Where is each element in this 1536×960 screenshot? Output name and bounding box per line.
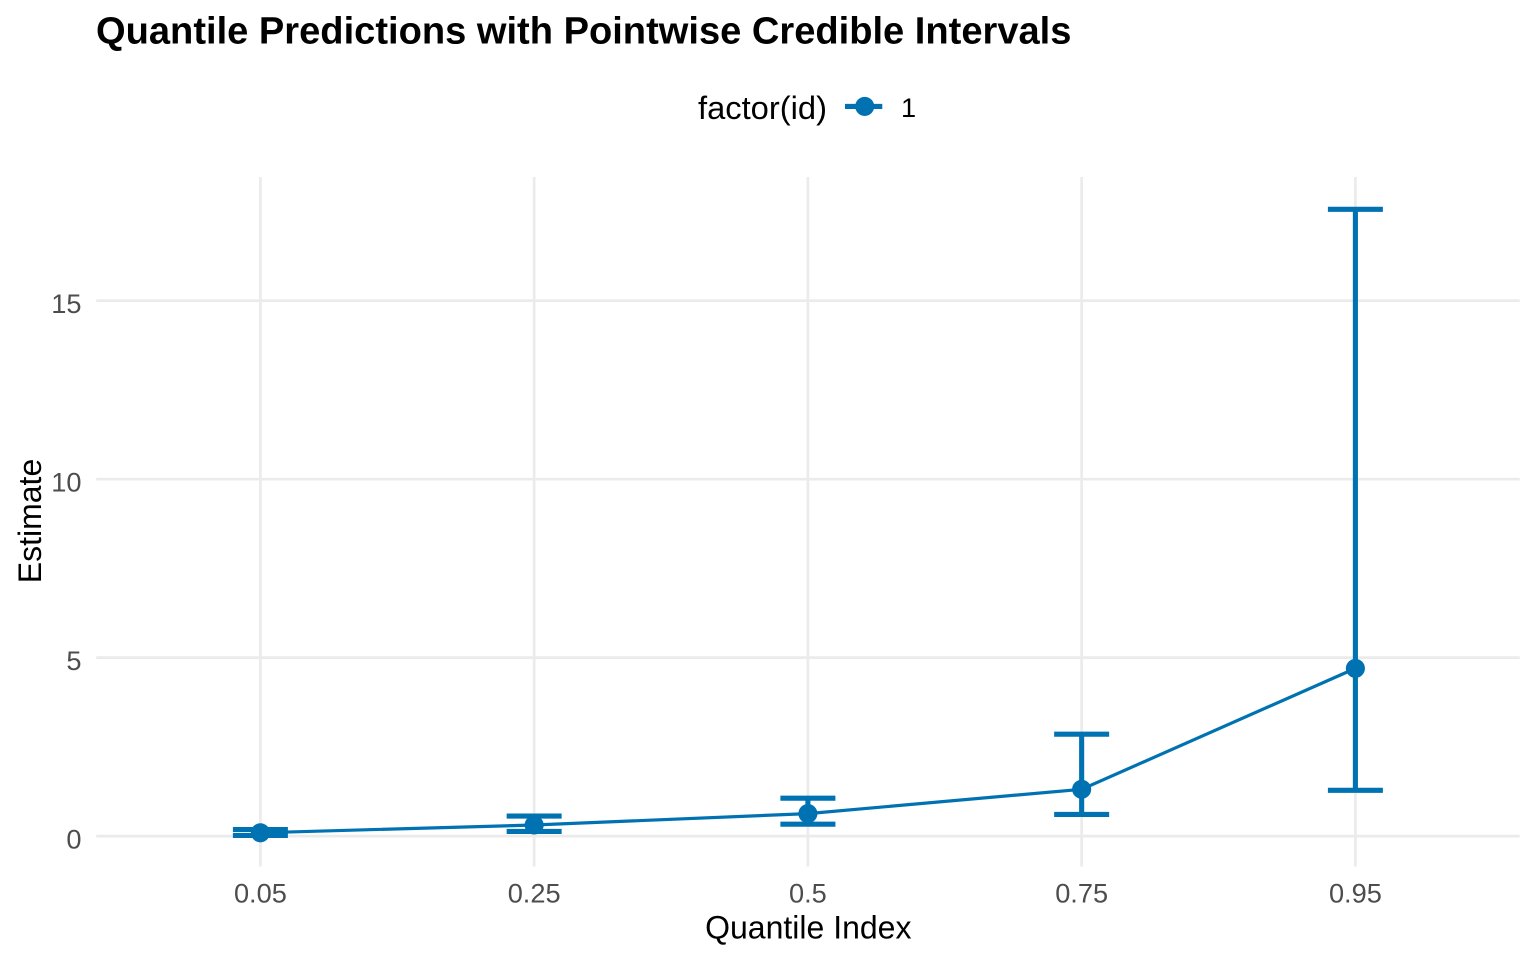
- svg-text:Estimate: Estimate: [12, 459, 48, 583]
- svg-text:10: 10: [51, 466, 81, 497]
- svg-text:0: 0: [66, 823, 81, 854]
- svg-text:0.95: 0.95: [1329, 878, 1382, 909]
- svg-text:0.25: 0.25: [508, 878, 561, 909]
- svg-text:5: 5: [66, 645, 81, 676]
- svg-text:0.05: 0.05: [234, 878, 287, 909]
- svg-text:Quantile Predictions with Poin: Quantile Predictions with Pointwise Cred…: [96, 10, 1071, 52]
- svg-text:0.75: 0.75: [1055, 878, 1108, 909]
- svg-text:factor(id): factor(id): [698, 89, 827, 126]
- svg-text:0.5: 0.5: [789, 878, 827, 909]
- svg-text:1: 1: [901, 92, 916, 123]
- svg-text:15: 15: [51, 288, 81, 319]
- svg-text:Quantile Index: Quantile Index: [705, 910, 911, 946]
